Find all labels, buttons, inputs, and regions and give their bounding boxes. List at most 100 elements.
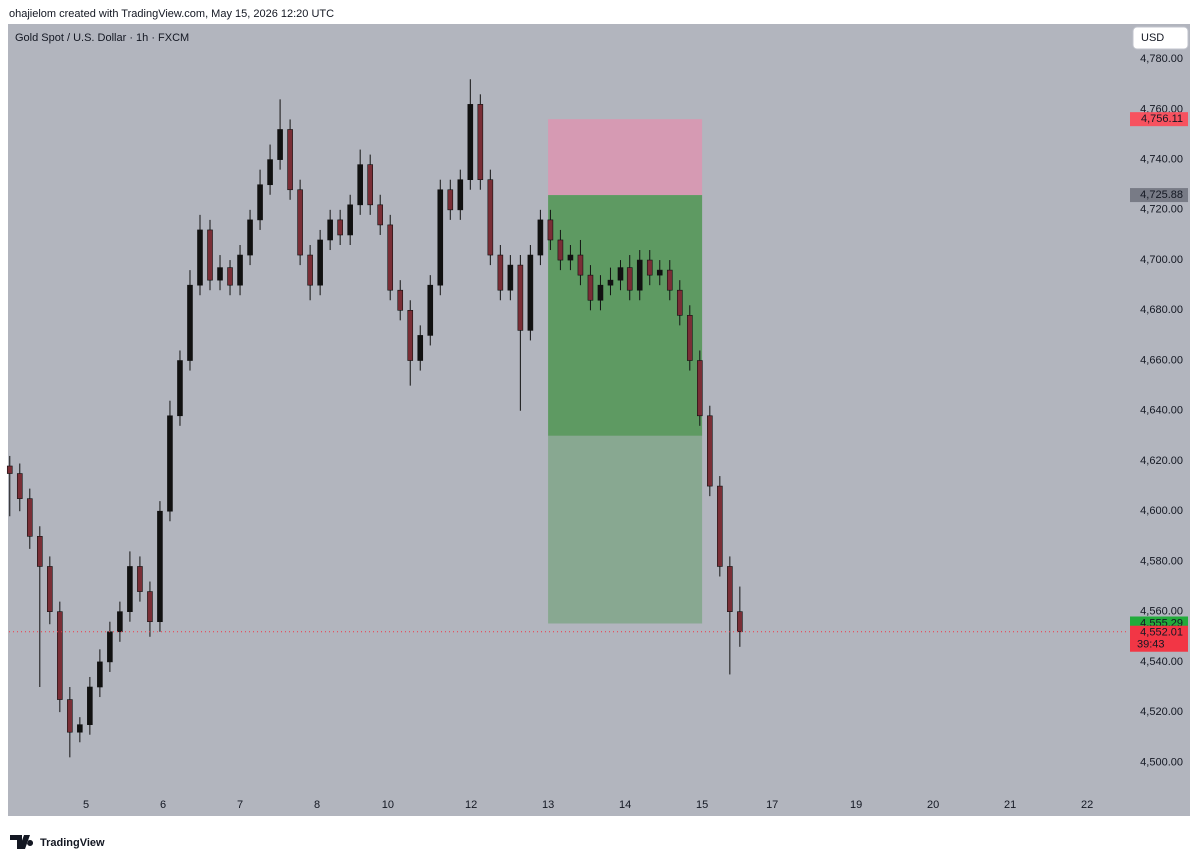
- x-tick-label: 20: [927, 799, 939, 811]
- candle-body: [367, 164, 373, 206]
- position-layer: [548, 119, 703, 624]
- candle-body: [227, 267, 233, 286]
- brand: TradingView: [10, 835, 105, 849]
- y-tick-label: 4,780.00: [1140, 53, 1183, 65]
- candle-body: [577, 254, 584, 276]
- candle-body: [37, 536, 43, 567]
- candle-body: [686, 315, 693, 361]
- candle-body: [567, 254, 574, 261]
- candle-body: [597, 284, 604, 301]
- candle-body: [47, 566, 53, 612]
- x-tick-label: 10: [382, 799, 394, 811]
- currency-button[interactable]: USD: [1132, 26, 1189, 50]
- candle-body: [427, 284, 434, 336]
- x-tick-label: 5: [83, 799, 89, 811]
- candle-body: [437, 189, 444, 286]
- button-label[interactable]: USD: [1141, 32, 1164, 44]
- price-label-box: [1130, 188, 1188, 203]
- y-tick-label: 4,740.00: [1140, 154, 1183, 166]
- y-tick-label: 4,600.00: [1140, 505, 1183, 517]
- candle-body: [497, 254, 504, 291]
- y-tick-label: 4,700.00: [1140, 254, 1183, 266]
- price-label: 4,756.11: [1141, 113, 1183, 125]
- candle-body: [727, 566, 733, 612]
- stop-zone: [548, 119, 703, 196]
- candle-body: [357, 164, 363, 206]
- x-tick-label: 19: [850, 799, 862, 811]
- candle-body: [636, 259, 643, 291]
- candle-body: [737, 611, 743, 633]
- candle-body: [457, 179, 464, 211]
- candle-body: [67, 699, 73, 733]
- candle-body: [337, 219, 343, 236]
- y-tick-label: 4,520.00: [1140, 706, 1183, 718]
- y-tick-label: 4,500.00: [1140, 756, 1183, 768]
- candles-layer: [6, 79, 743, 758]
- brand-logo: [10, 835, 34, 849]
- candle-body: [646, 259, 653, 276]
- price-label-box: [1130, 112, 1188, 127]
- candle-body: [387, 224, 394, 291]
- x-tick-label: 12: [465, 799, 477, 811]
- candle-body: [697, 360, 703, 417]
- candle-body: [347, 204, 353, 236]
- candle-body: [267, 159, 273, 186]
- candle-body: [537, 219, 544, 256]
- x-tick-label: 21: [1004, 799, 1016, 811]
- candle-body: [587, 274, 594, 301]
- candle-body: [97, 661, 103, 688]
- axis-layer: 4,500.00 4,520.00 4,540.00 4,560.00 4,580.00…: [9, 53, 1188, 811]
- target-zone: [548, 435, 703, 624]
- x-tick-label: 7: [237, 799, 243, 811]
- x-tick-label: 22: [1081, 799, 1093, 811]
- candle-body: [187, 284, 193, 361]
- candle-body: [57, 611, 63, 700]
- candle-body: [707, 415, 713, 487]
- candle-body: [417, 335, 424, 361]
- candle-body: [107, 631, 113, 663]
- x-tick-label: 6: [160, 799, 166, 811]
- candle-body: [447, 189, 454, 211]
- candle-body: [6, 465, 13, 474]
- candle-body: [257, 184, 263, 221]
- candle-body: [127, 566, 133, 612]
- candle-body: [626, 267, 633, 291]
- candle-body: [247, 219, 253, 256]
- button-box[interactable]: [1132, 26, 1189, 50]
- candle-body: [317, 239, 323, 286]
- y-tick-label: 4,580.00: [1140, 555, 1183, 567]
- candle-body: [177, 360, 183, 417]
- candle-body: [277, 129, 283, 160]
- candle-body: [617, 267, 624, 281]
- candle-body: [467, 104, 474, 181]
- y-tick-label: 4,720.00: [1140, 204, 1183, 216]
- candle-body: [407, 309, 414, 361]
- candle-body: [307, 254, 313, 286]
- candle-body: [207, 229, 213, 281]
- candle-body: [217, 267, 223, 281]
- candle-body: [237, 254, 243, 286]
- y-tick-label: 4,680.00: [1140, 304, 1183, 316]
- candle-body: [167, 415, 173, 512]
- candle-body: [147, 591, 153, 623]
- candle-body: [77, 724, 83, 733]
- candle-body: [527, 254, 534, 331]
- countdown-label: 39:43: [1137, 639, 1165, 651]
- candle-body: [547, 219, 554, 241]
- candle-body: [397, 289, 404, 311]
- candle-body: [557, 239, 564, 261]
- candle-body: [87, 686, 93, 725]
- y-tick-label: 4,560.00: [1140, 606, 1183, 618]
- candle-body: [327, 219, 333, 241]
- candle-body: [656, 269, 663, 276]
- candle-body: [287, 129, 293, 191]
- x-tick-label: 8: [314, 799, 320, 811]
- candle-body: [607, 279, 614, 286]
- profit-zone: [548, 195, 703, 436]
- candle-body: [507, 264, 514, 291]
- x-tick-label: 13: [542, 799, 554, 811]
- x-tick-label: 15: [696, 799, 708, 811]
- brand-name: TradingView: [40, 837, 105, 849]
- price-label: 4,725.88: [1140, 189, 1183, 201]
- candle-body: [477, 104, 484, 181]
